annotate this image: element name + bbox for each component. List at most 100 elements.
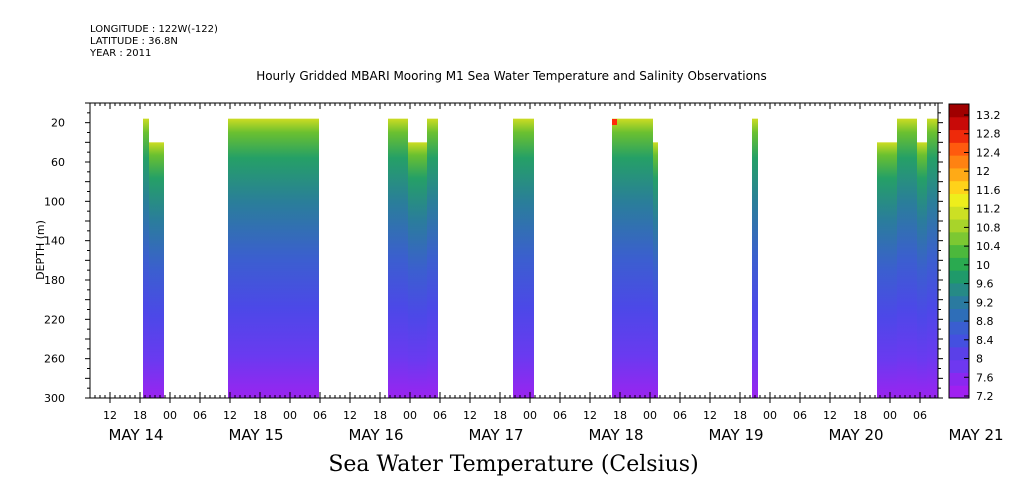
x-tick-label: 00 [163,409,177,422]
x-tick-label: 18 [853,409,867,422]
x-day-label: MAY 20 [828,426,883,444]
temperature-fill [653,142,658,398]
colorbar-label: 12.8 [976,128,1001,141]
axes: 12 18 00 06 12 18 00 06 12 18 00 06 12 18 00 06 12 18 00 06… [44,102,1004,444]
data-block [143,118,164,399]
chart-title: Hourly Gridded MBARI Mooring M1 Sea Wate… [256,69,767,83]
x-tick-label: 06 [193,409,207,422]
colorbar-label: 12 [976,165,990,178]
data-block [877,118,938,399]
colorbar-label: 7.6 [976,371,994,384]
temperature-fill [752,118,758,399]
colorbar-swatch [949,334,969,348]
x-tick-label: 18 [613,409,627,422]
y-tick-label: 300 [44,392,65,405]
colorbar-label: 8.8 [976,315,994,328]
temperature-fill [149,142,164,398]
temperature-fill [927,118,938,399]
colorbar-label: 10.4 [976,240,1001,253]
x-tick-label: 18 [733,409,747,422]
temperature-fill [612,118,653,399]
colorbar-swatch [949,104,969,118]
longitude-label: LONGITUDE : 122W(-122) [90,24,218,35]
y-tick-label: 100 [44,195,65,208]
x-tick-label: 06 [793,409,807,422]
colorbar-swatch [949,219,969,233]
colorbar-label: 13.2 [976,109,1001,122]
temperature-fill [513,118,534,399]
temperature-fill [917,142,927,398]
data-block [612,118,658,399]
colorbar-swatch [949,346,969,361]
warm-surface-spot [612,119,617,125]
colorbar-swatch [949,180,969,194]
data-block [388,118,438,399]
data-block [513,118,534,399]
x-tick-label: 18 [373,409,387,422]
colorbar-swatch [949,206,969,220]
x-day-label: MAY 21 [948,426,1003,444]
x-tick-label: 00 [403,409,417,422]
year-label: YEAR : 2011 [90,48,152,59]
y-tick-label: 180 [44,274,65,287]
colorbar-swatch [949,193,969,207]
colorbar-swatch [949,116,969,131]
y-tick-label: 20 [51,117,65,130]
x-day-label: MAY 15 [228,426,283,444]
colorbar-swatch [949,129,969,143]
x-tick-label: 18 [493,409,507,422]
x-day-label: MAY 14 [108,426,163,444]
x-day-label: MAY 17 [468,426,523,444]
colorbar-label: 11.6 [976,184,1001,197]
data-block [752,118,758,399]
colorbar-swatch [949,282,969,297]
x-tick-label: 06 [553,409,567,422]
x-tick-label: 12 [583,409,597,422]
colorbar-swatch [949,385,969,399]
x-tick-label: 00 [883,409,897,422]
x-tick-label: 00 [283,409,297,422]
x-tick-label: 12 [823,409,837,422]
temperature-fill [427,118,438,399]
colorbar-label: 12.4 [976,146,1001,159]
x-axis-label: Sea Water Temperature (Celsius) [328,452,699,477]
x-tick-label: 12 [463,409,477,422]
colorbar-swatch [949,308,969,322]
temperature-fill [388,118,408,399]
colorbar-swatch [949,167,969,182]
colorbar-label: 11.2 [976,203,1001,216]
temperature-fill [897,118,917,399]
colorbar-swatch [949,372,969,386]
colorbar-label: 8 [976,353,983,366]
x-tick-label: 06 [313,409,327,422]
colorbar-label: 10 [976,259,990,272]
data-block [228,118,319,399]
temperature-fill [408,142,427,398]
x-day-label: MAY 16 [348,426,403,444]
temperature-fill [877,142,897,398]
x-tick-label: 12 [223,409,237,422]
colorbar-label: 9.6 [976,278,994,291]
x-tick-label: 00 [523,409,537,422]
colorbar-swatch [949,321,969,335]
y-tick-label: 260 [44,353,65,366]
y-tick-label: 60 [51,156,65,169]
temperature-fill [143,118,149,399]
x-tick-label: 06 [913,409,927,422]
plot-area [143,118,938,399]
temperature-fill [228,118,319,399]
colorbar-swatch [949,231,969,246]
y-axis-label: DEPTH (m) [34,220,47,280]
x-tick-label: 00 [763,409,777,422]
x-day-label: MAY 19 [708,426,763,444]
mooring-metadata: LONGITUDE : 122W(-122) LATITUDE : 36.8N … [90,24,218,60]
x-tick-label: 18 [253,409,267,422]
colorbar-label: 7.2 [976,390,994,403]
colorbar-swatch [949,359,969,373]
x-tick-label: 00 [643,409,657,422]
x-tick-label: 12 [343,409,357,422]
x-day-label: MAY 18 [588,426,643,444]
colorbar-swatch [949,270,969,284]
colorbar-label: 9.2 [976,296,994,309]
colorbar-label: 10.8 [976,221,1001,234]
